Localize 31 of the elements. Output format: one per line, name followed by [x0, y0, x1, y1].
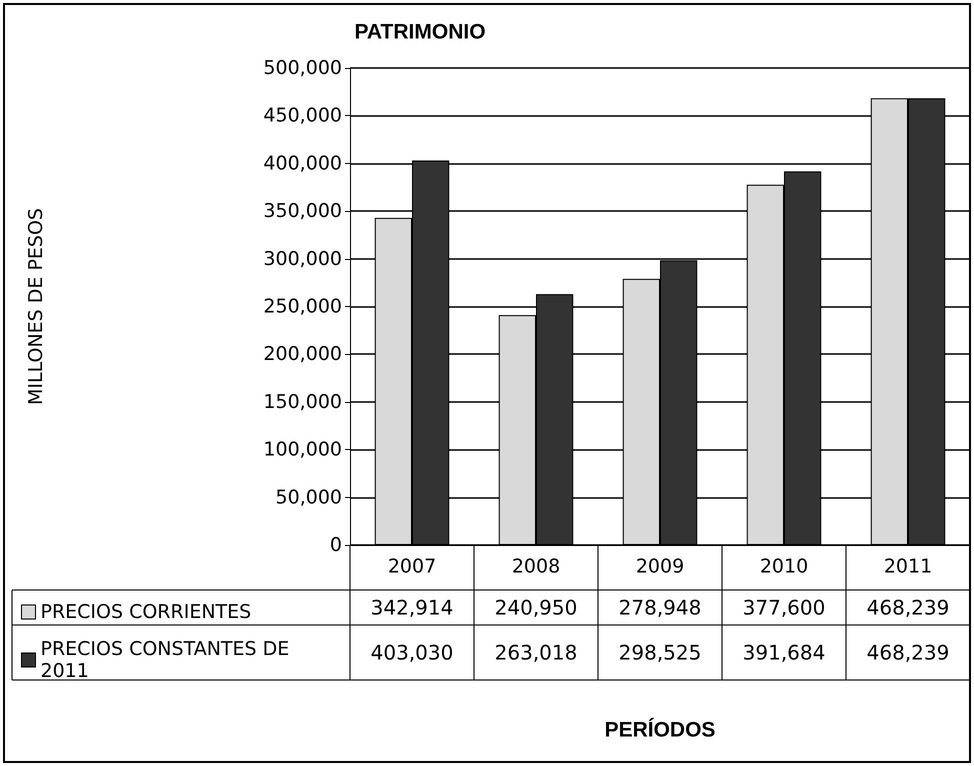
- data-label: 342,914: [370, 596, 454, 620]
- legend-label: PRECIOS CONSTANTES DE 2011: [40, 638, 296, 682]
- data-label: 278,948: [618, 596, 702, 620]
- x-tick-label: 2011: [884, 556, 932, 578]
- x-tick-label: 2007: [388, 556, 436, 578]
- data-label: 240,950: [494, 596, 578, 620]
- text: PERÍODOS: [604, 718, 716, 742]
- data-label: 468,239: [866, 640, 950, 664]
- chart-title: PATRIMONIO: [354, 20, 486, 44]
- data-label: 391,684: [742, 640, 826, 664]
- y-tick-label: 250,000: [263, 296, 342, 318]
- data-label: 298,525: [618, 640, 702, 664]
- data-label: 403,030: [370, 640, 454, 664]
- y-tick-label: 100,000: [263, 438, 342, 461]
- y-tick-label: 50,000: [276, 486, 342, 508]
- y-tick-label: 0: [330, 534, 342, 556]
- text: MILLONES DE PESOS: [25, 208, 47, 405]
- x-tick-label: 2008: [512, 556, 560, 578]
- y-tick-label: 300,000: [263, 248, 342, 270]
- y-tick-label: 200,000: [263, 343, 342, 366]
- x-tick-label: 2010: [760, 556, 808, 578]
- y-tick-label: 350,000: [263, 200, 342, 222]
- y-tick-label: 400,000: [263, 152, 342, 174]
- legend-label: PRECIOS CORRIENTES: [40, 601, 252, 623]
- y-tick-label: 150,000: [263, 390, 342, 413]
- y-tick-label: 450,000: [263, 104, 342, 127]
- data-label: 468,239: [866, 596, 950, 620]
- y-tick-label: 500,000: [263, 57, 342, 79]
- data-label: 377,600: [742, 596, 826, 620]
- x-tick-label: 2009: [636, 556, 684, 578]
- data-label: 263,018: [494, 640, 578, 664]
